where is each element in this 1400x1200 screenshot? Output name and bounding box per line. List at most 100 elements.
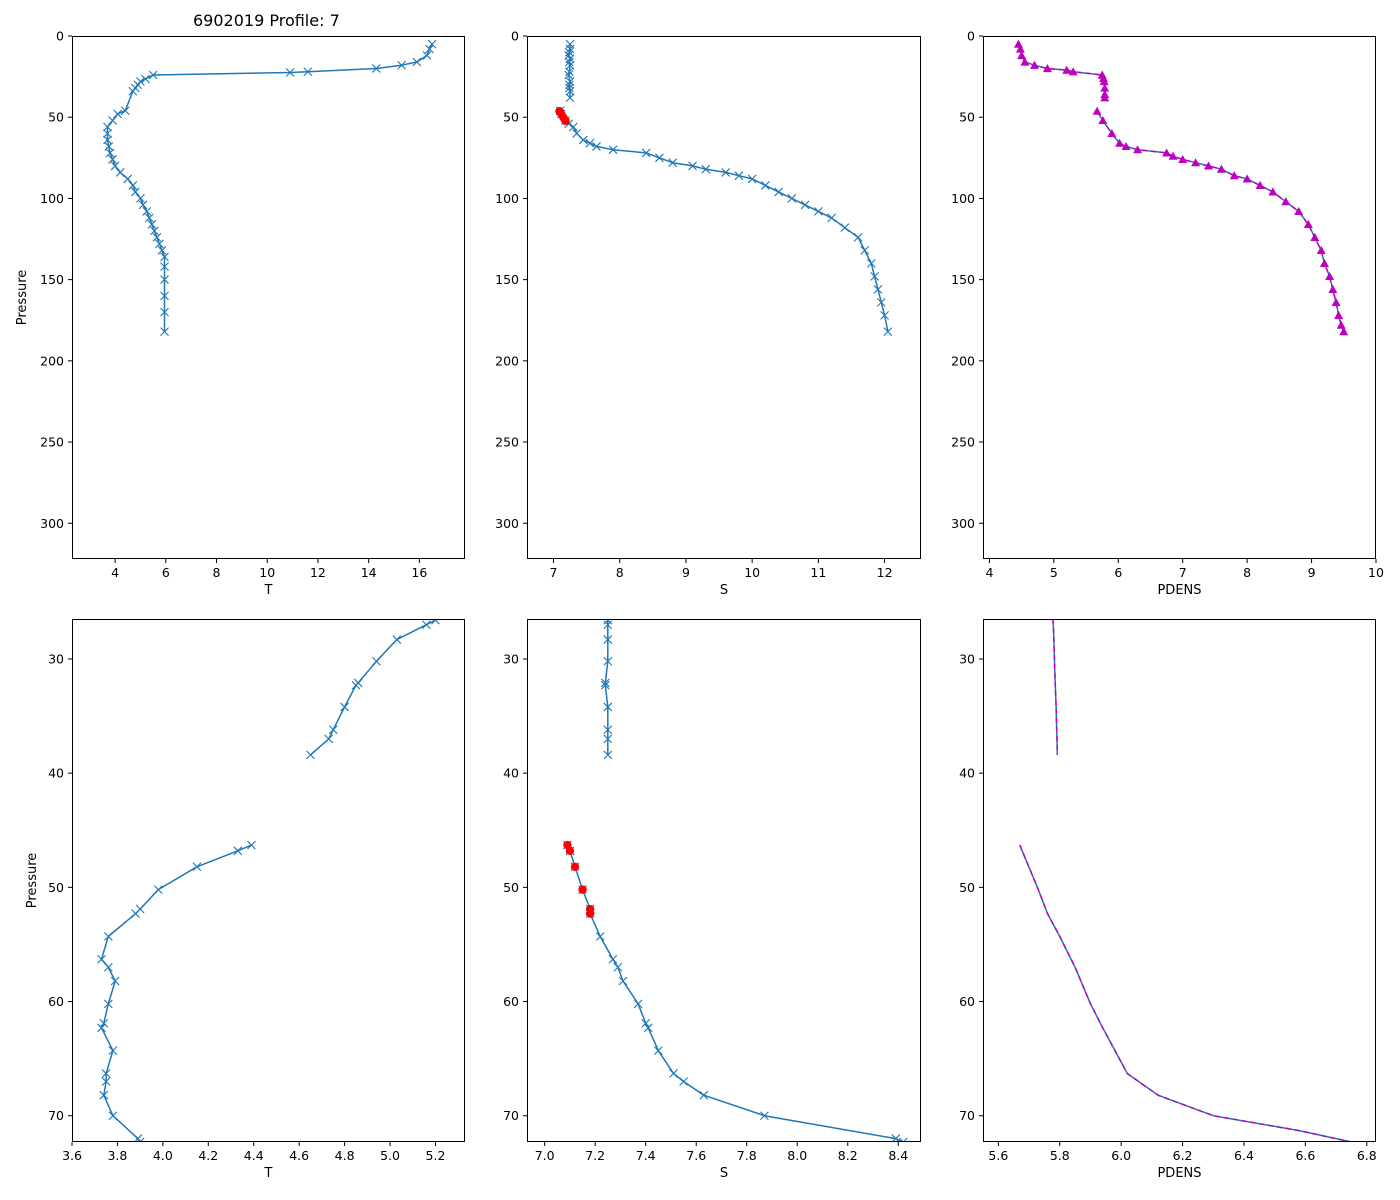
- data-point-x: [787, 194, 797, 203]
- data-point-x: [422, 51, 432, 60]
- density-point: [1115, 138, 1125, 147]
- y-tick: 30: [503, 651, 527, 666]
- data-point-x: [840, 223, 850, 233]
- x-tick-label: 9: [682, 565, 690, 580]
- axes-frame: [983, 619, 1376, 1142]
- data-point-x: [600, 678, 610, 688]
- density-point: [1191, 158, 1201, 167]
- x-tick-label: 4: [111, 565, 119, 580]
- y-tick-label: 50: [48, 880, 64, 895]
- data-point-x: [565, 86, 575, 96]
- x-tick-label: 4.4: [244, 1148, 264, 1163]
- x-tick: 4: [985, 559, 993, 580]
- data-point-x: [600, 680, 610, 690]
- y-tick: 40: [48, 766, 72, 781]
- data-point-x: [873, 284, 883, 294]
- data-point-x: [653, 1046, 663, 1056]
- x-tick: 5.0: [380, 1142, 400, 1163]
- data-point-x: [641, 1018, 651, 1028]
- axes-frame: [527, 36, 921, 559]
- x-tick: 6.4: [1234, 1142, 1254, 1163]
- y-tick: 150: [951, 272, 983, 287]
- x-tick: 7.0: [535, 1142, 555, 1163]
- x-tick: 10: [1368, 559, 1384, 580]
- flagged-point: [561, 116, 570, 126]
- data-point-x: [866, 259, 876, 268]
- x-tick: 6.0: [1111, 1142, 1131, 1163]
- plot-area: [103, 39, 437, 336]
- data-point-x: [760, 1111, 769, 1121]
- data-point-x: [351, 680, 361, 690]
- data-point-x: [564, 57, 574, 67]
- x-tick-label: 9: [1308, 565, 1316, 580]
- x-tick: 3.8: [107, 1142, 127, 1163]
- y-tick-label: 30: [959, 651, 975, 666]
- density-point: [1328, 284, 1338, 293]
- data-point-x: [155, 239, 164, 249]
- y-tick-label: 100: [951, 191, 975, 206]
- y-tick: 30: [959, 651, 983, 666]
- flagged-point: [570, 862, 580, 871]
- data-point-x: [734, 171, 744, 181]
- x-tick-label: 8.4: [888, 1148, 908, 1163]
- data-point-x: [760, 181, 770, 190]
- data-point-x: [110, 976, 120, 986]
- density-point: [1325, 271, 1335, 280]
- data-point-x: [618, 976, 628, 986]
- x-tick: 6.6: [1295, 1142, 1315, 1163]
- data-point-x: [412, 57, 422, 67]
- data-point-x: [328, 725, 338, 735]
- density-point: [1281, 197, 1291, 206]
- y-tick-label: 40: [503, 766, 519, 781]
- data-point-x: [103, 129, 112, 138]
- y-tick-label: 50: [959, 110, 975, 125]
- y-tick-label: 60: [503, 994, 519, 1009]
- data-point-x: [123, 174, 133, 184]
- data-point-x: [115, 168, 125, 177]
- data-point-x: [233, 846, 243, 856]
- data-point-x: [110, 161, 120, 171]
- data-point-x: [131, 909, 140, 919]
- y-tick: 0: [56, 29, 72, 44]
- x-tick: 4.2: [198, 1142, 218, 1163]
- x-tick: 8.4: [888, 1142, 908, 1163]
- data-point-x: [372, 656, 381, 666]
- x-tick: 12: [877, 559, 893, 580]
- y-tick-label: 30: [503, 651, 519, 666]
- x-axis-label: S: [720, 1166, 728, 1181]
- data-point-x: [564, 83, 574, 93]
- data-point-x: [595, 932, 605, 941]
- data-point-x: [876, 297, 886, 307]
- panel-salinity-zoom: 7.0 7.2 7.4 7.6 7.8 8.0 8.2 8.4 30 40 50 60 70 S: [503, 619, 921, 1181]
- data-point-x: [103, 122, 112, 132]
- x-tick: 4.8: [335, 1142, 355, 1163]
- data-point-x: [147, 220, 157, 229]
- y-tick-label: 150: [951, 272, 975, 287]
- data-point-x: [679, 1077, 688, 1086]
- y-tick-label: 150: [40, 272, 64, 287]
- data-point-x: [371, 64, 381, 73]
- y-tick-label: 300: [951, 516, 975, 531]
- y-tick: 70: [48, 1108, 72, 1123]
- data-point-x: [603, 702, 613, 712]
- x-tick: 6: [162, 559, 170, 580]
- data-point-x: [613, 962, 623, 972]
- data-point-x: [113, 109, 123, 119]
- x-tick: 5.6: [988, 1142, 1008, 1163]
- data-point-x: [152, 233, 162, 242]
- x-tick-label: 7.4: [636, 1148, 656, 1163]
- data-point-x: [565, 54, 575, 64]
- data-point-x: [427, 39, 437, 49]
- density-point: [1255, 180, 1265, 190]
- y-tick-label: 70: [959, 1108, 975, 1123]
- data-point-x: [747, 174, 757, 184]
- density-point: [1099, 76, 1109, 86]
- x-axis-label: PDENS: [1157, 1166, 1201, 1181]
- data-point-x: [800, 200, 810, 210]
- x-tick: 16: [411, 559, 427, 580]
- density-point: [1229, 171, 1239, 180]
- data-point-x: [108, 1111, 118, 1121]
- data-point-x: [105, 148, 115, 158]
- axes-frame: [983, 36, 1376, 559]
- y-tick: 200: [495, 353, 527, 368]
